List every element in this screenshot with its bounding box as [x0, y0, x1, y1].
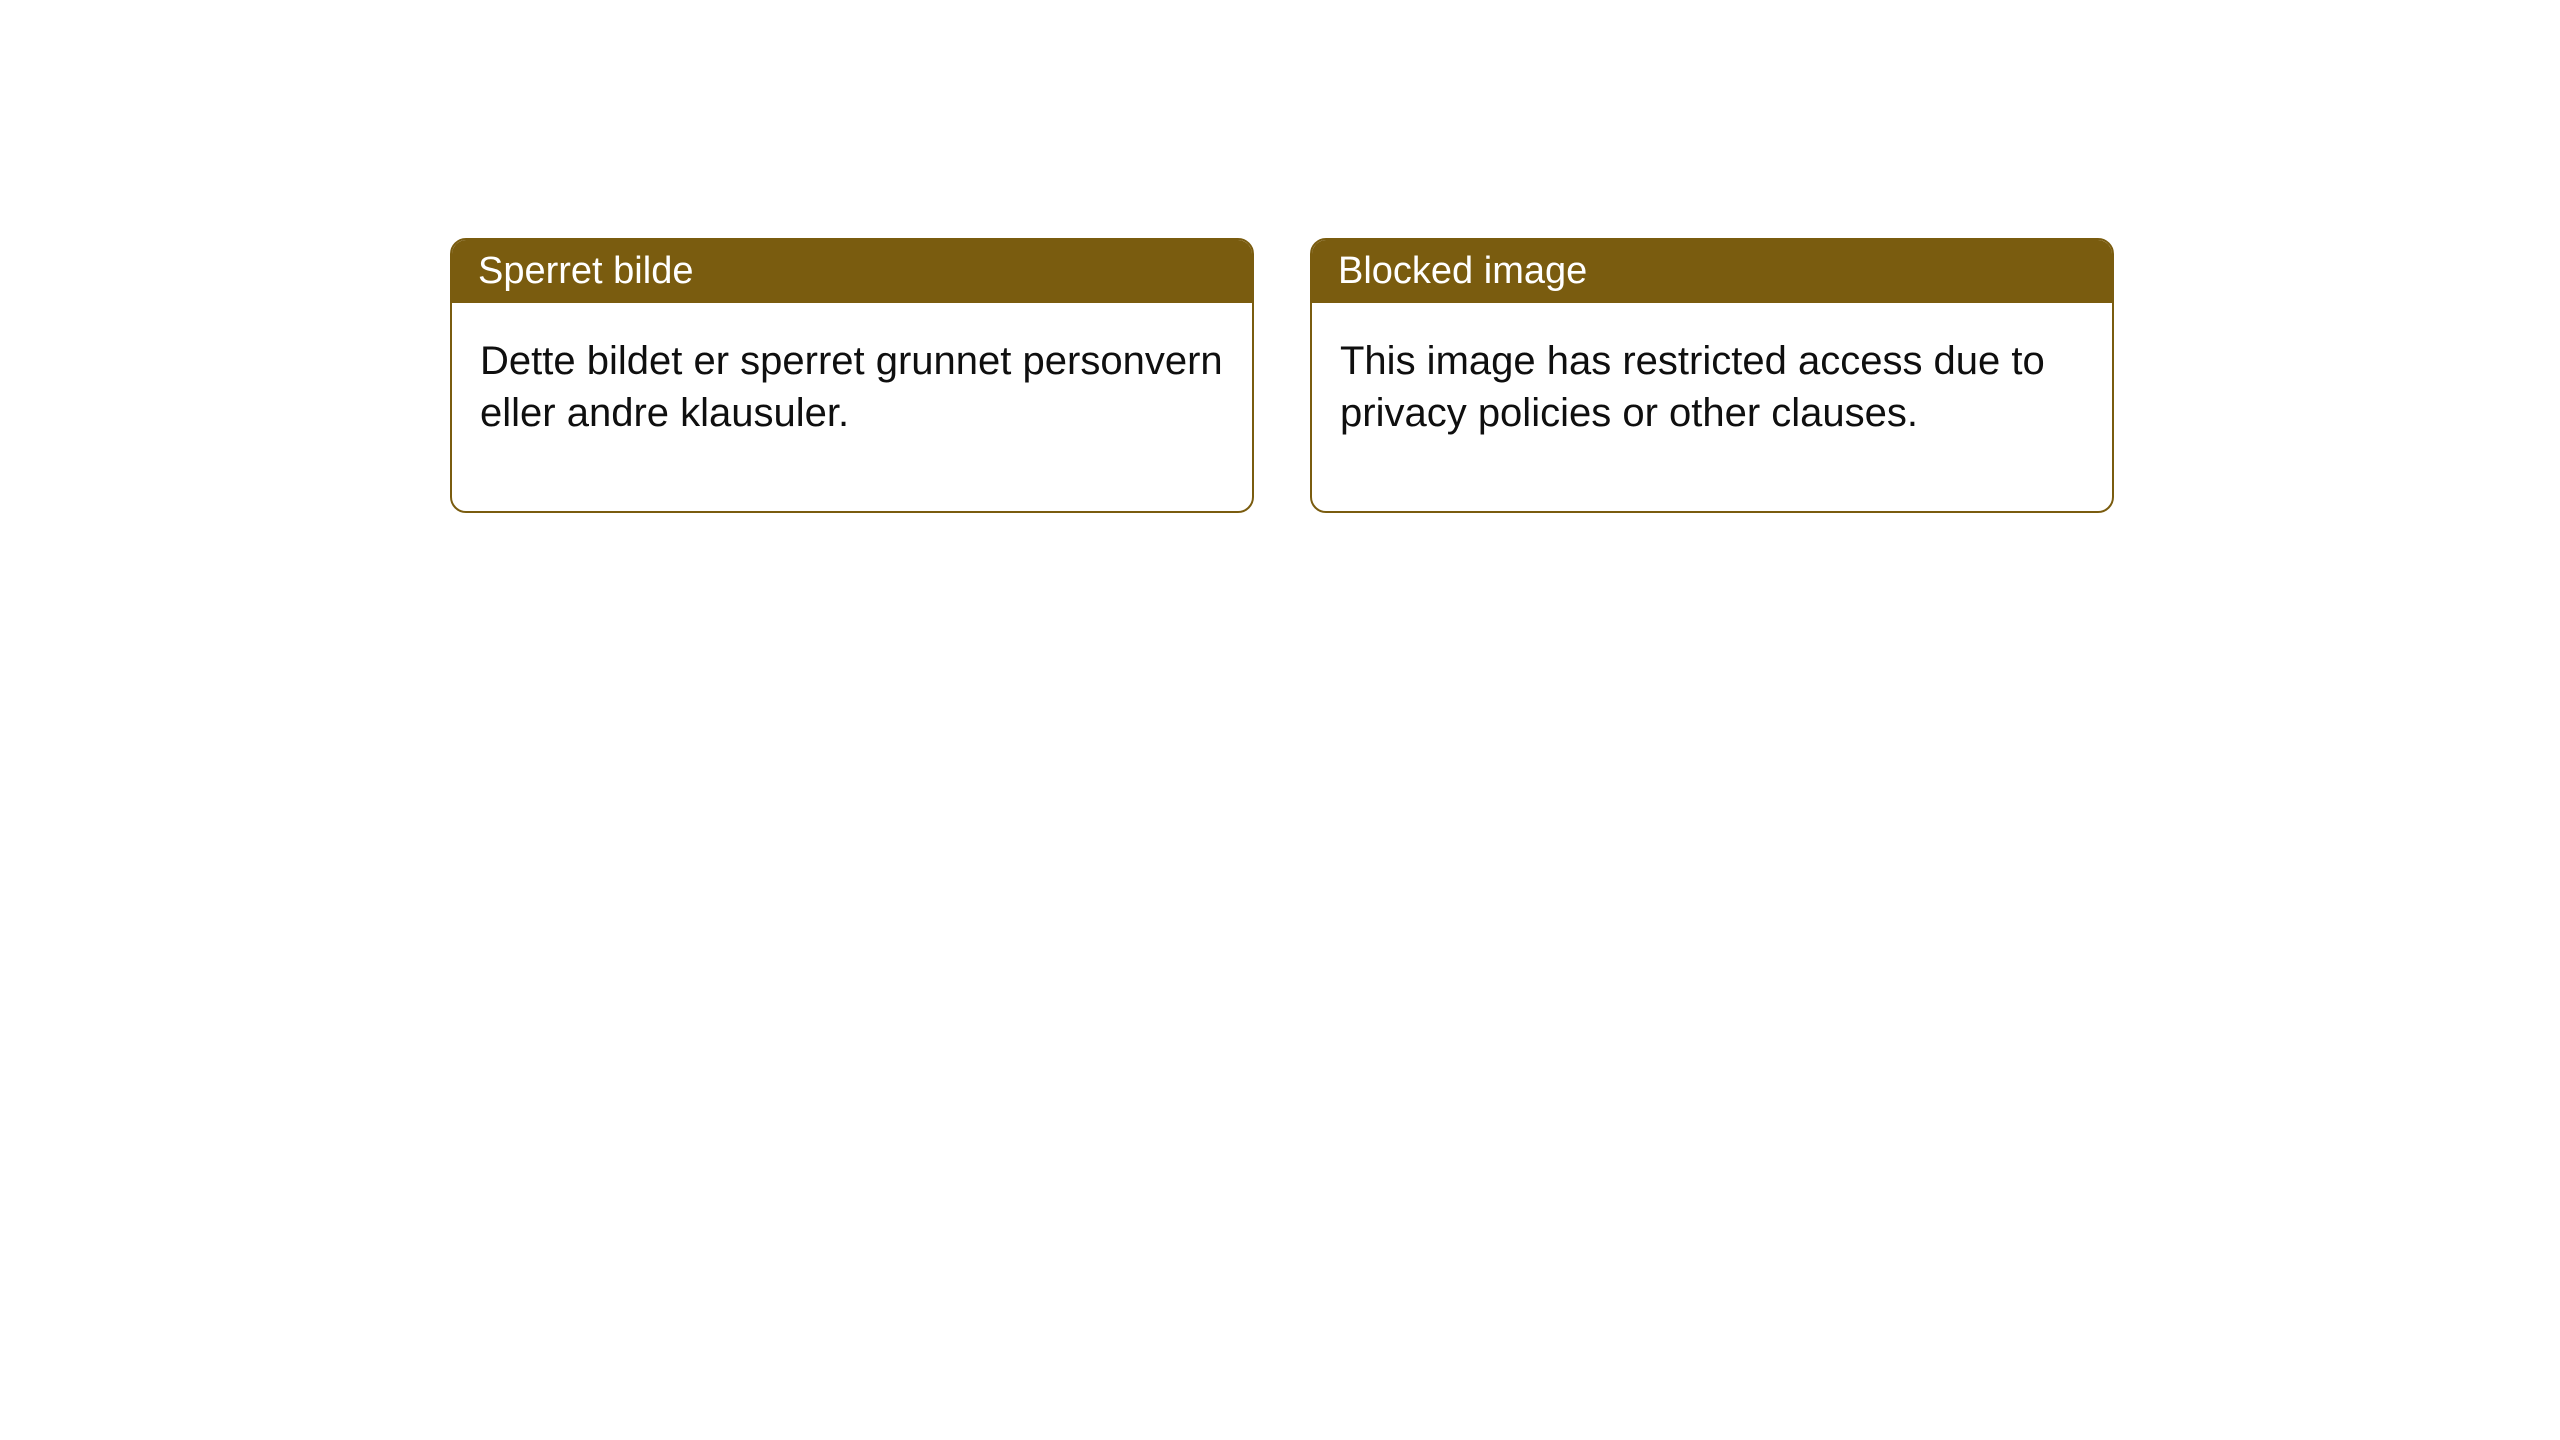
- notice-card-body: This image has restricted access due to …: [1312, 303, 2112, 511]
- notice-card-title: Sperret bilde: [452, 240, 1252, 303]
- notice-card-title: Blocked image: [1312, 240, 2112, 303]
- notice-card-body: Dette bildet er sperret grunnet personve…: [452, 303, 1252, 511]
- notice-card-en: Blocked image This image has restricted …: [1310, 238, 2114, 513]
- notice-card-no: Sperret bilde Dette bildet er sperret gr…: [450, 238, 1254, 513]
- notice-cards-row: Sperret bilde Dette bildet er sperret gr…: [0, 0, 2560, 513]
